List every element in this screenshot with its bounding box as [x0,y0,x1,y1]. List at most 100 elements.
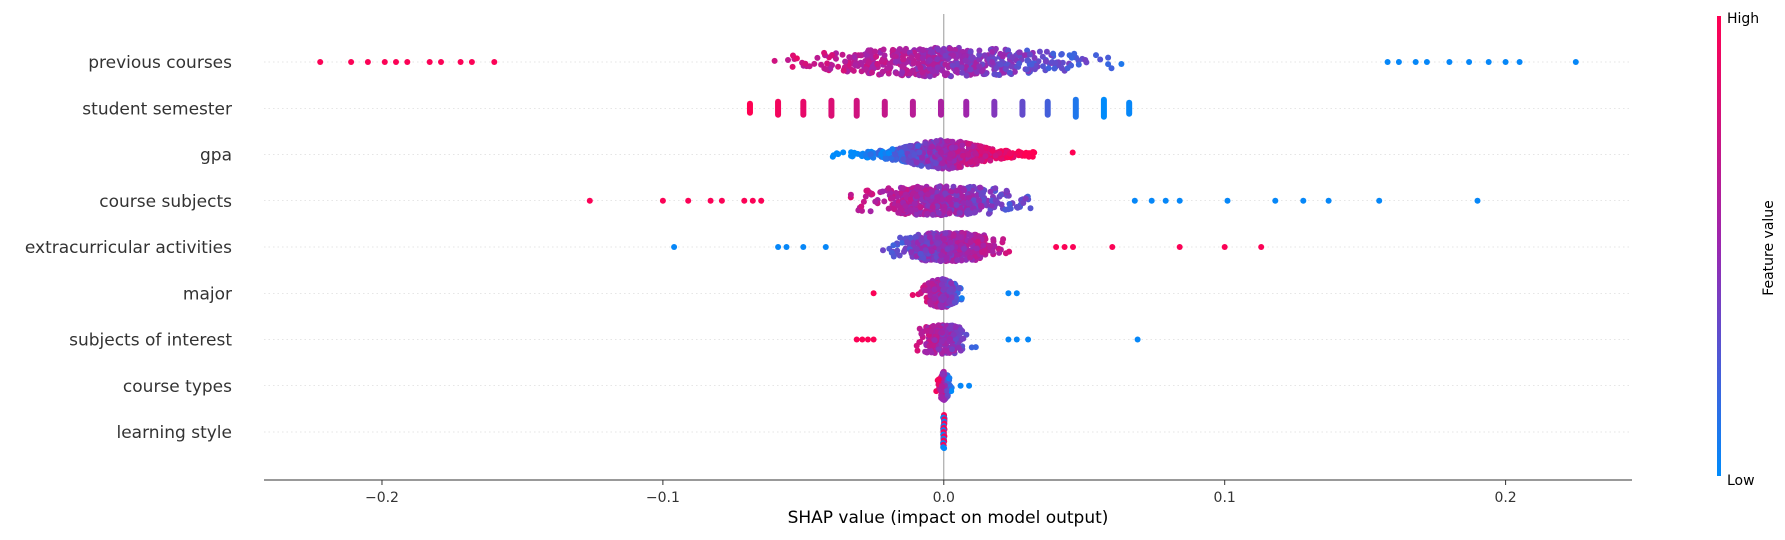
shap-point [949,346,956,353]
shap-point [929,342,936,349]
shap-point [1013,336,1020,343]
shap-point [931,286,938,293]
shap-point [1009,54,1016,61]
shap-point [917,204,924,211]
shap-point [978,157,985,164]
shap-point [908,196,914,203]
shap-point [942,230,949,237]
shap-point [1043,48,1050,55]
shap-point [956,234,963,241]
shap-point [899,239,906,246]
shap-point [1002,65,1009,72]
shap-point [859,336,866,343]
feature-row-course-subjects [586,183,1481,219]
shap-point [885,185,892,192]
shap-point [863,187,870,194]
shap-point [741,197,748,204]
shap-point [973,69,980,75]
x-tick-label: −0.1 [646,490,680,506]
shap-point [948,388,955,395]
shap-point [918,162,925,169]
shap-point [918,330,925,337]
shap-point [892,53,898,60]
shap-point [998,191,1005,198]
x-tick-label: 0.0 [933,490,955,506]
shap-point [949,138,956,145]
shap-point [846,54,853,61]
shap-point [758,197,765,204]
shap-point [857,52,864,59]
shap-point [934,233,941,240]
shap-point [892,58,899,65]
shap-point [947,45,953,52]
shap-point [913,211,920,218]
shap-point [893,70,900,77]
shap-point [955,344,962,351]
shap-point [944,70,951,77]
shap-point [946,298,953,305]
shap-point [1015,148,1022,155]
shap-point [900,185,906,192]
shap-point [1058,51,1065,57]
shap-point [1300,197,1307,204]
shap-point [1070,244,1076,250]
shap-point [814,54,821,61]
shap-point [935,46,942,53]
shap-point [1035,58,1042,65]
shap-point [967,239,974,245]
shap-point [1423,59,1430,65]
shap-point [1176,197,1183,204]
shap-point [897,234,904,241]
shap-point [880,46,887,53]
feature-row-learning-style [940,412,948,452]
shap-point [934,194,941,201]
shap-point [911,151,918,158]
shap-point [1071,50,1078,57]
shap-point [929,143,936,150]
shap-point [947,286,954,292]
shap-point [821,65,828,72]
shap-point [948,144,955,151]
shap-point [927,298,934,305]
shap-point [947,239,954,246]
shap-point [978,191,985,198]
shap-point [1031,54,1038,61]
shap-point [987,157,994,164]
shap-point [960,200,967,206]
shap-point [1036,48,1043,55]
shap-point [924,157,931,164]
shap-point [929,211,936,218]
shap-point [1082,57,1089,63]
shap-point [1108,65,1115,72]
shap-point [961,187,968,193]
shap-point [977,184,984,191]
shap-point [1005,47,1012,54]
shap-point [931,295,938,302]
shap-point [924,210,931,217]
shap-point [381,59,388,65]
shap-point [1068,62,1075,69]
shap-point [771,57,778,64]
shap-point [958,295,965,302]
shap-point [873,53,880,60]
shap-point [911,200,918,207]
feature-label: learning style [116,423,232,443]
colorbar-title: Feature value [1761,200,1777,296]
shap-point [956,285,963,292]
x-axis: −0.2 −0.1 0.0 0.1 0.2 [264,479,1632,506]
shap-point [1118,61,1125,67]
shap-point [988,202,995,209]
shap-point [1572,59,1579,65]
shap-point [918,237,925,244]
colorbar-low-label: Low [1727,473,1755,489]
shap-point [685,197,692,204]
shap-point [966,382,973,389]
shap-point [935,165,942,172]
shap-point [1028,61,1035,68]
shap-point [783,244,790,250]
feature-label: major [183,284,232,304]
shap-point [900,156,907,163]
shap-point [925,163,932,170]
feature-row-extracurricular-activities [671,229,1265,265]
shap-point [1325,197,1332,204]
